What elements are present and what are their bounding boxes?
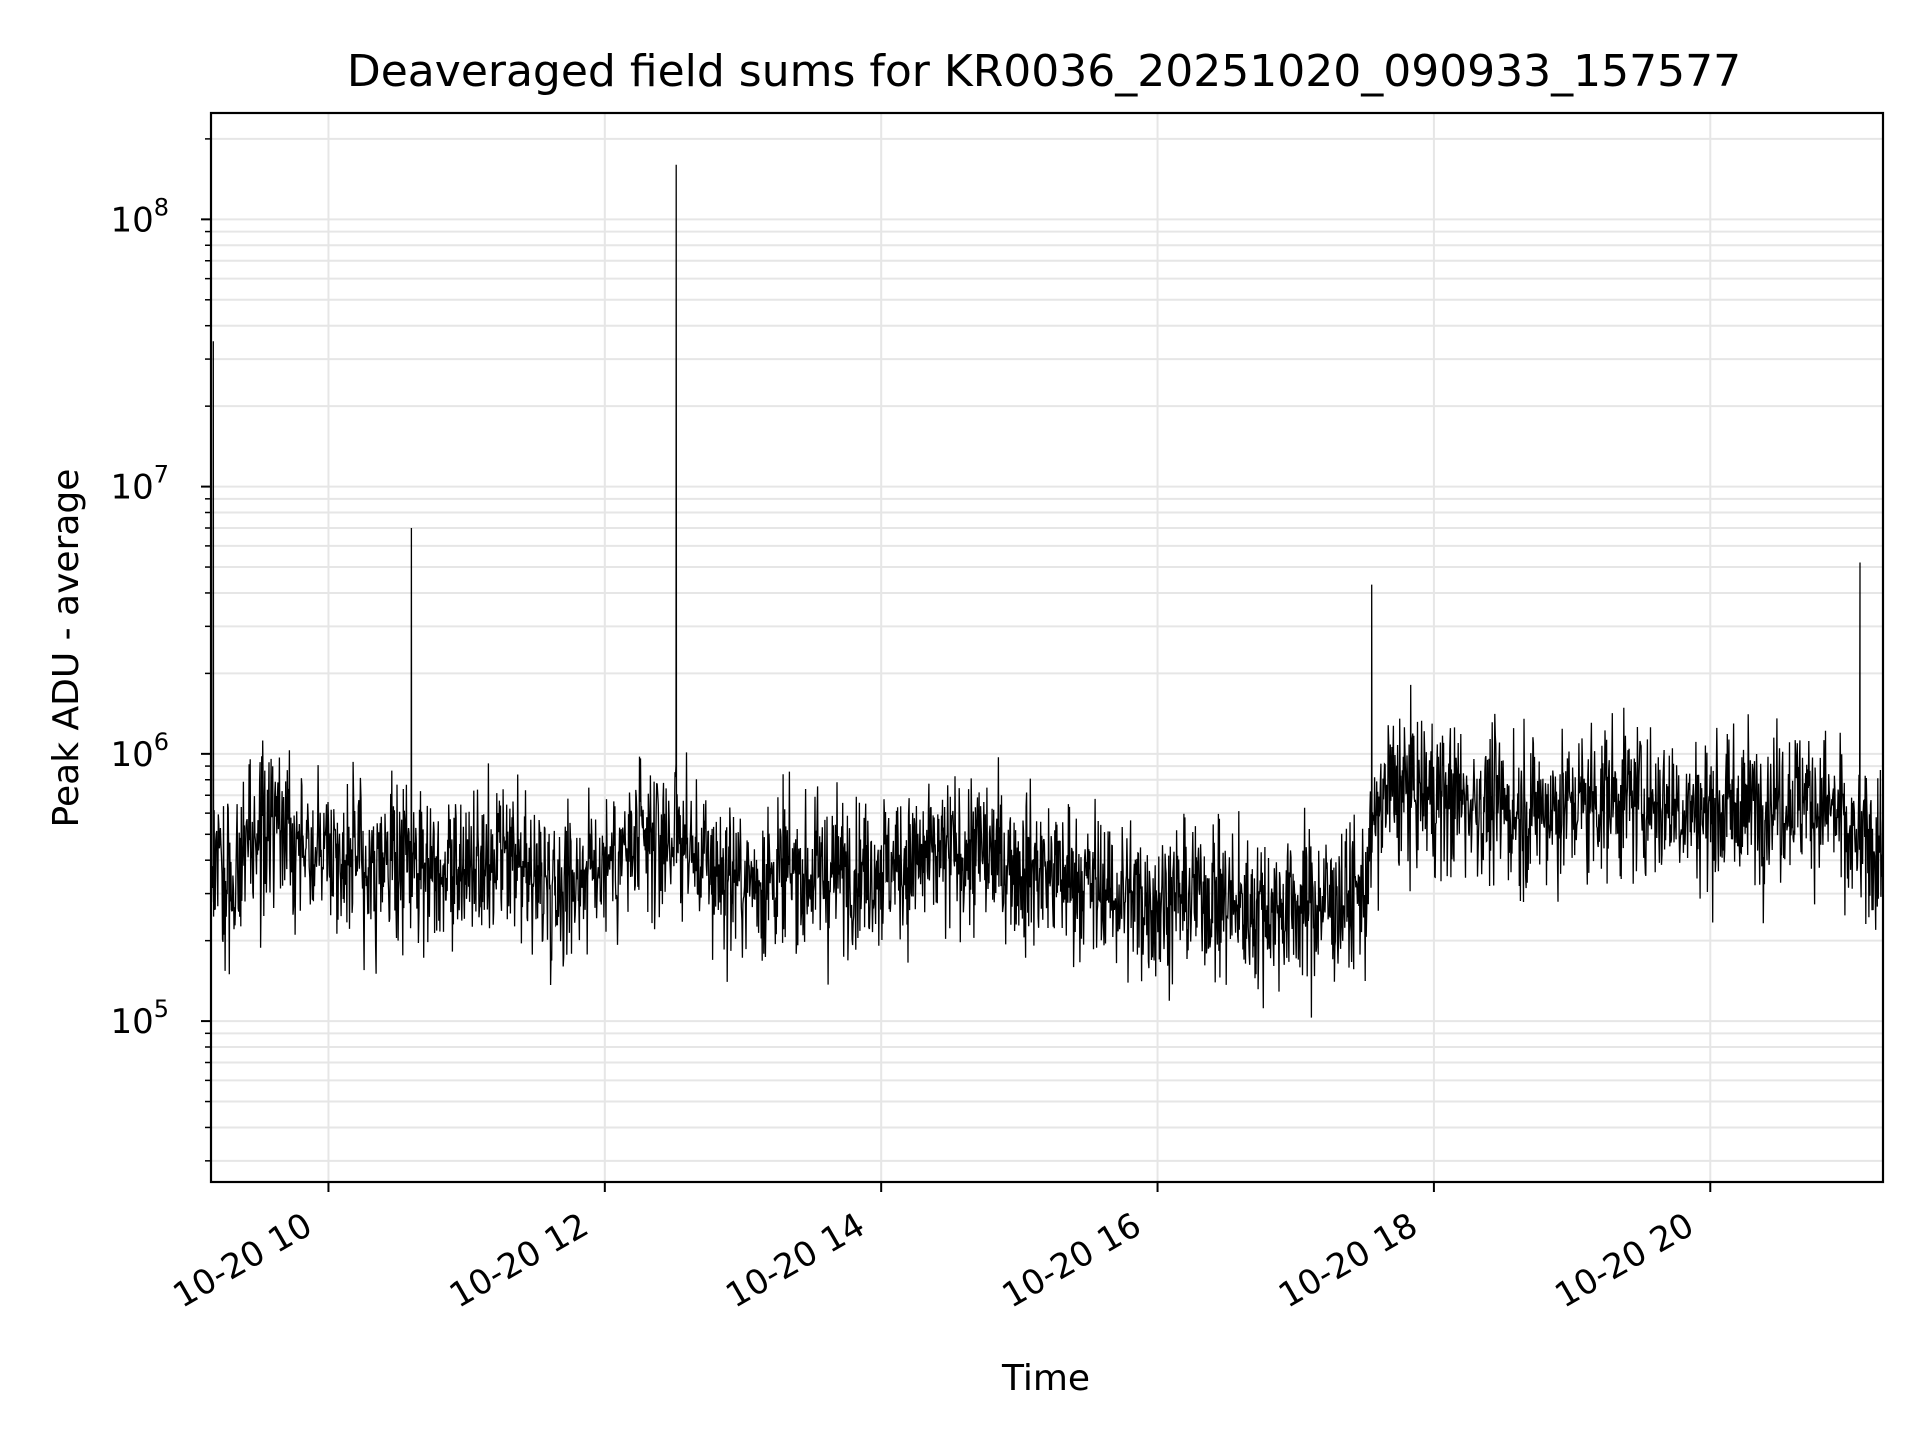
axes-frame — [209, 111, 1885, 1184]
x-tick-label: 10-20 18 — [1272, 1205, 1424, 1316]
y-axis-label: Peak ADU - average — [46, 469, 87, 828]
chart-title: Deaveraged field sums for KR0036_2025102… — [347, 46, 1741, 97]
x-tick-label: 10-20 10 — [167, 1205, 319, 1316]
x-tick-label: 10-20 20 — [1548, 1205, 1700, 1316]
x-axis: 10-20 10 10-20 12 10-20 14 10-20 16 10-20 18… — [167, 1182, 1712, 1316]
x-axis-label: Time — [1001, 1358, 1090, 1399]
grid — [211, 113, 1883, 1182]
x-tick-label: 10-20 14 — [719, 1205, 871, 1316]
x-tick-label: 10-20 16 — [996, 1205, 1148, 1316]
y-tick-label: 105 — [110, 995, 169, 1042]
plot-area — [210, 164, 1884, 1018]
x-tick-label: 10-20 12 — [443, 1205, 595, 1316]
y-tick-label: 106 — [110, 728, 169, 775]
y-tick-label: 108 — [110, 193, 169, 240]
y-tick-label: 107 — [110, 461, 169, 508]
series-line — [210, 164, 1884, 1018]
y-axis: 105 106 107 108 — [110, 138, 211, 1162]
